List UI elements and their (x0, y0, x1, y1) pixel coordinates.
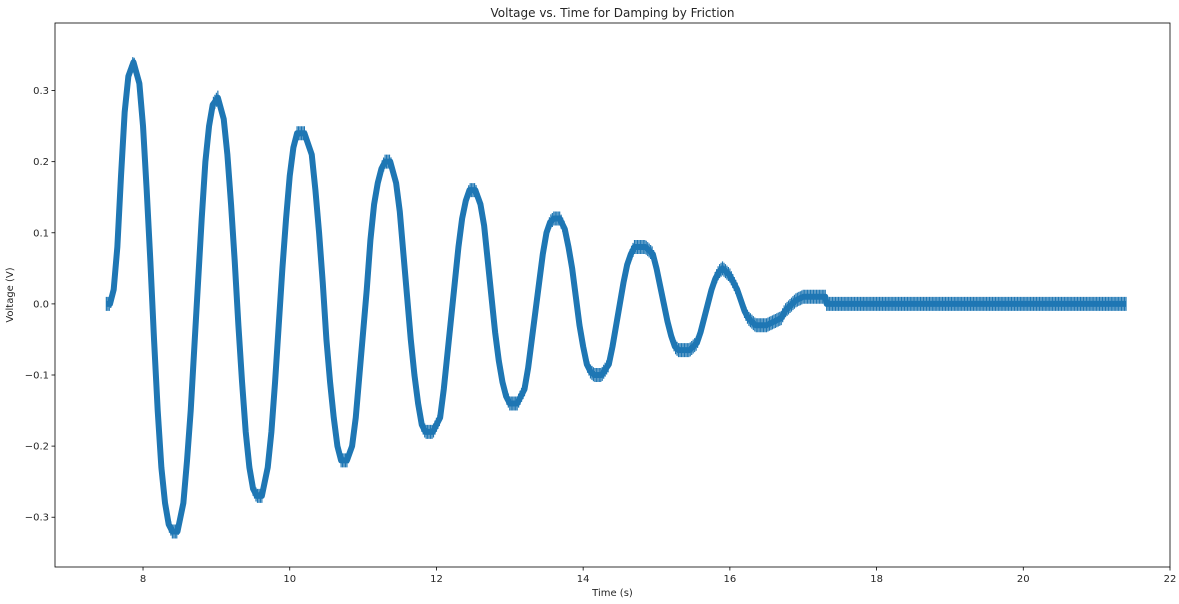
x-tick-label: 16 (724, 574, 737, 585)
y-tick-label: −0.1 (25, 371, 49, 382)
x-tick-label: 18 (870, 574, 883, 585)
x-tick-label: 22 (1164, 574, 1177, 585)
x-tick-label: 12 (430, 574, 443, 585)
plot-frame (54, 22, 1171, 568)
noise-layer (105, 57, 1127, 539)
y-axis-label: Voltage (V) (5, 267, 16, 322)
x-tick-label: 8 (140, 574, 146, 585)
x-tick-label: 14 (577, 574, 590, 585)
x-tick-label: 10 (283, 574, 296, 585)
y-tick-label: 0.1 (33, 228, 49, 239)
series-sample-ticks (105, 57, 1127, 539)
y-tick-label: 0.0 (33, 299, 49, 310)
y-tick-label: −0.3 (25, 513, 49, 524)
chart-title: Voltage vs. Time for Damping by Friction (491, 6, 735, 20)
y-tick-label: 0.3 (33, 86, 49, 97)
y-tick-label: 0.2 (33, 157, 49, 168)
y-tick-label: −0.2 (25, 442, 49, 453)
x-tick-label: 20 (1017, 574, 1030, 585)
x-axis-ticks: 8 10 12 14 16 18 20 22 (140, 567, 1177, 585)
x-axis-label: Time (s) (591, 588, 633, 599)
y-axis-ticks: −0.3 −0.2 −0.1 0.0 0.1 0.2 0.3 (25, 86, 55, 524)
